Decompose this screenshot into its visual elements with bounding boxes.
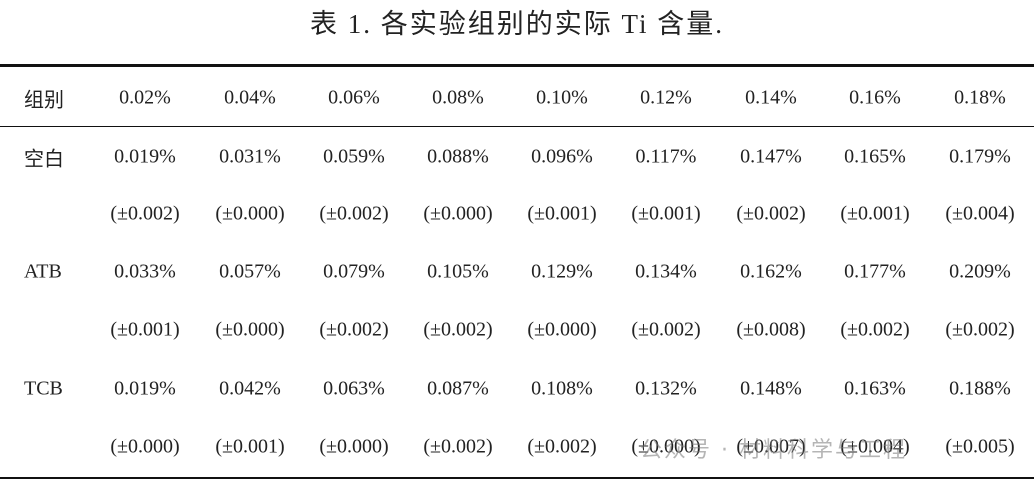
value-cell: 0.033% xyxy=(114,260,176,283)
group-label: ATB xyxy=(24,260,62,283)
error-cell: (±0.002) xyxy=(319,202,389,225)
error-cell: (±0.005) xyxy=(945,435,1015,458)
header-rule xyxy=(0,126,1034,127)
value-cell: 0.079% xyxy=(323,260,385,283)
header-cell: 0.12% xyxy=(640,86,692,109)
error-cell: (±0.001) xyxy=(110,318,180,341)
header-cell: 0.06% xyxy=(328,86,380,109)
value-cell: 0.134% xyxy=(635,260,697,283)
value-cell: 0.105% xyxy=(427,260,489,283)
value-cell: 0.163% xyxy=(844,377,906,400)
error-cell: (±0.002) xyxy=(736,202,806,225)
error-cell: (±0.007) xyxy=(736,435,806,458)
top-rule xyxy=(0,64,1034,67)
value-cell: 0.059% xyxy=(323,145,385,168)
error-cell: (±0.002) xyxy=(840,318,910,341)
error-cell: (±0.002) xyxy=(945,318,1015,341)
error-cell: (±0.002) xyxy=(423,318,493,341)
error-cell: (±0.000) xyxy=(423,202,493,225)
value-cell: 0.179% xyxy=(949,145,1011,168)
value-cell: 0.162% xyxy=(740,260,802,283)
value-cell: 0.019% xyxy=(114,145,176,168)
error-cell: (±0.008) xyxy=(736,318,806,341)
error-cell: (±0.002) xyxy=(110,202,180,225)
header-cell: 0.18% xyxy=(954,86,1006,109)
value-cell: 0.087% xyxy=(427,377,489,400)
value-cell: 0.031% xyxy=(219,145,281,168)
header-cell: 0.08% xyxy=(432,86,484,109)
bottom-rule xyxy=(0,477,1034,479)
value-cell: 0.096% xyxy=(531,145,593,168)
error-cell: (±0.001) xyxy=(840,202,910,225)
error-cell: (±0.002) xyxy=(631,318,701,341)
header-cell: 0.16% xyxy=(849,86,901,109)
value-cell: 0.129% xyxy=(531,260,593,283)
table-title: 表 1. 各实验组别的实际 Ti 含量. xyxy=(309,9,725,39)
error-cell: (±0.001) xyxy=(631,202,701,225)
value-cell: 0.088% xyxy=(427,145,489,168)
error-cell: (±0.004) xyxy=(945,202,1015,225)
group-label: 空白 xyxy=(24,148,64,171)
error-cell: (±0.001) xyxy=(527,202,597,225)
value-cell: 0.209% xyxy=(949,260,1011,283)
group-label: TCB xyxy=(24,377,63,400)
error-cell: (±0.000) xyxy=(215,318,285,341)
value-cell: 0.188% xyxy=(949,377,1011,400)
error-cell: (±0.002) xyxy=(319,318,389,341)
header-cell: 0.10% xyxy=(536,86,588,109)
header-cell: 0.04% xyxy=(224,86,276,109)
error-cell: (±0.004) xyxy=(840,435,910,458)
value-cell: 0.019% xyxy=(114,377,176,400)
error-cell: (±0.000) xyxy=(110,435,180,458)
value-cell: 0.147% xyxy=(740,145,802,168)
error-cell: (±0.000) xyxy=(319,435,389,458)
error-cell: (±0.000) xyxy=(631,435,701,458)
value-cell: 0.117% xyxy=(635,145,697,168)
value-cell: 0.177% xyxy=(844,260,906,283)
error-cell: (±0.002) xyxy=(423,435,493,458)
value-cell: 0.057% xyxy=(219,260,281,283)
error-cell: (±0.000) xyxy=(527,318,597,341)
value-cell: 0.042% xyxy=(219,377,281,400)
value-cell: 0.148% xyxy=(740,377,802,400)
header-cell: 组别 xyxy=(24,89,64,112)
value-cell: 0.063% xyxy=(323,377,385,400)
header-cell: 0.14% xyxy=(745,86,797,109)
watermark: 公众号 · 材料科学与工程 xyxy=(640,438,907,463)
error-cell: (±0.002) xyxy=(527,435,597,458)
value-cell: 0.108% xyxy=(531,377,593,400)
value-cell: 0.132% xyxy=(635,377,697,400)
error-cell: (±0.001) xyxy=(215,435,285,458)
value-cell: 0.165% xyxy=(844,145,906,168)
error-cell: (±0.000) xyxy=(215,202,285,225)
header-cell: 0.02% xyxy=(119,86,171,109)
